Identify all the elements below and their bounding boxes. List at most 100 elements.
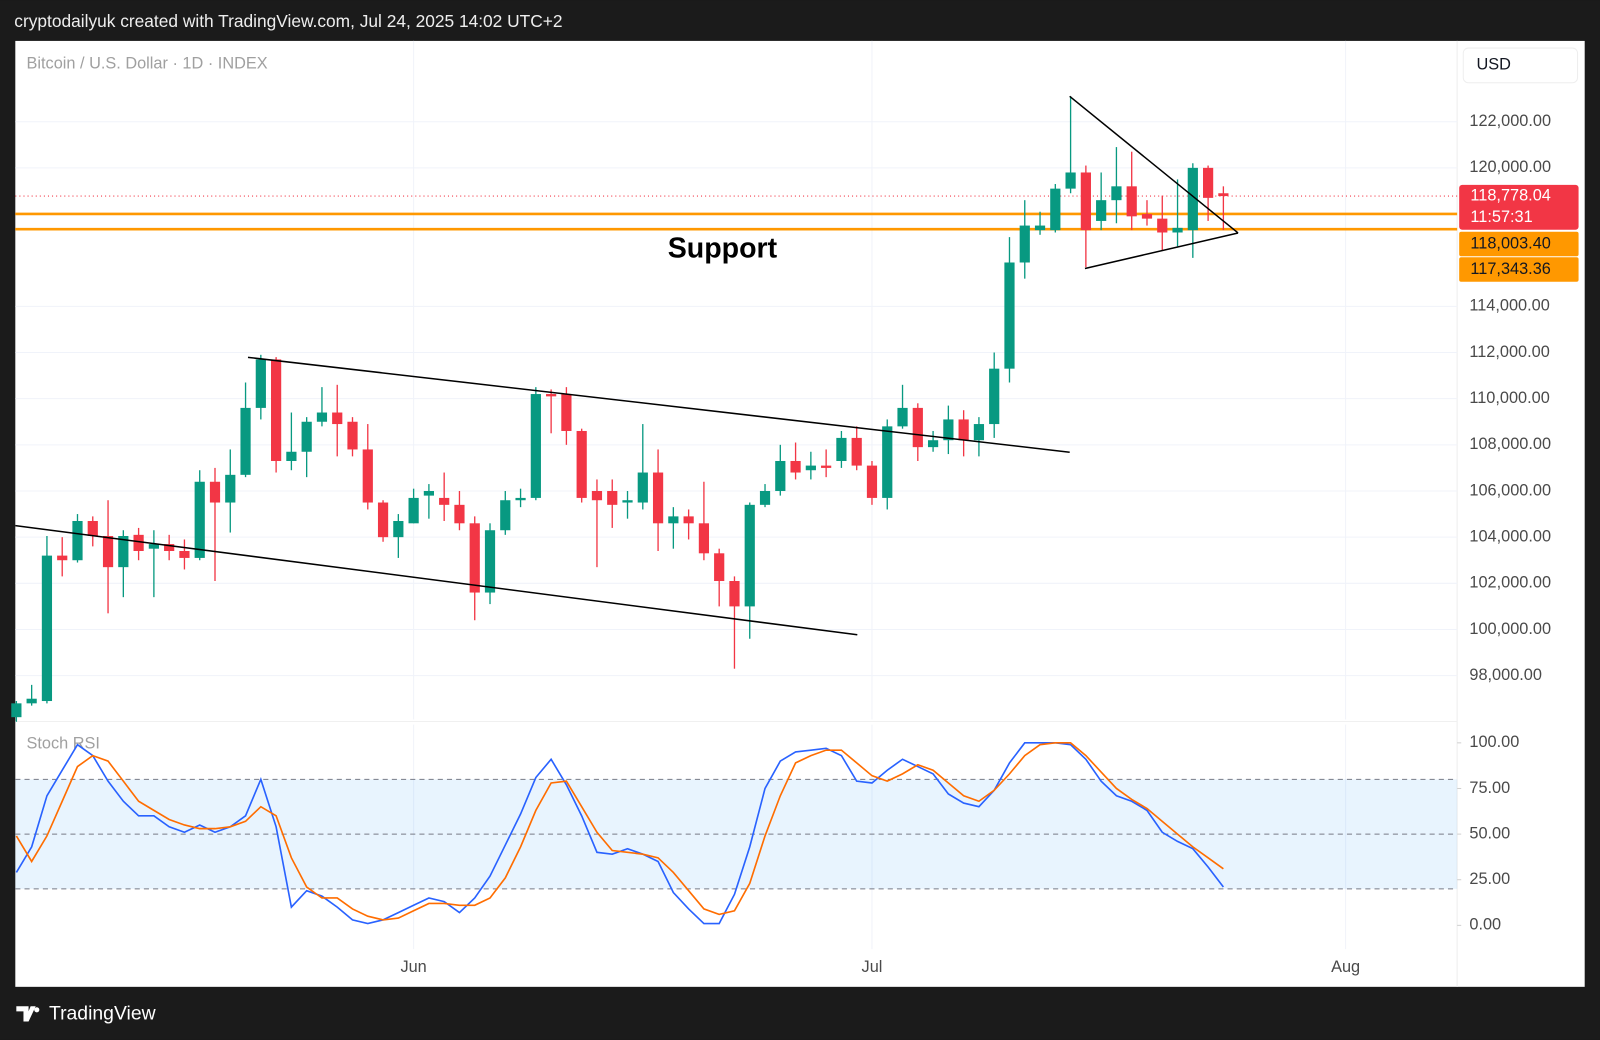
candle-body [866,465,878,498]
y-tick-label: 110,000.00 [1469,389,1549,407]
candle-body [1218,193,1229,197]
price-line-label: 117,343.36 [1470,260,1550,278]
candle-body [347,421,358,450]
currency-label: USD [1477,56,1511,74]
candle-body [1203,167,1214,198]
candle-body [1126,186,1137,217]
candle-body [515,497,526,501]
y-tick-label: 114,000.00 [1469,297,1549,315]
candle-body [698,523,710,554]
trend-line [15,524,858,636]
candle-body [1004,262,1015,369]
candle-body [41,555,53,702]
y-tick-label: 104,000.00 [1469,527,1551,545]
candle-body [194,481,205,558]
trend-line [1069,95,1239,234]
y-tick-label: 108,000.00 [1469,435,1551,453]
candle-body [668,516,679,524]
plot-layer: Jun Jul Aug 98,000.00 100,000.00 102,000.00 10… [11,40,1579,976]
candle-body [72,520,83,561]
y-tick-label: 0.00 [1469,916,1501,934]
y-tick-label: 112,000.00 [1469,343,1549,361]
candle-body [637,472,648,503]
indicator-title: Stoch RSI [27,734,100,752]
candle-body [439,497,450,505]
candle-body [240,407,251,475]
candle-body [759,490,771,505]
y-tick-label: 106,000.00 [1469,481,1551,499]
candle-body [546,394,557,397]
candle-body [851,437,862,466]
candle-body [271,359,282,461]
y-tick-label: 100.00 [1469,733,1519,751]
candle-body [1157,218,1168,233]
y-tick-label: 75.00 [1469,779,1510,797]
candle-body [454,504,465,524]
candle-body [805,465,816,471]
price-line-box [1459,257,1579,282]
candle-body [530,394,541,498]
trend-line [247,356,1070,453]
candle-body [1050,188,1061,231]
brand-name: TradingView [49,1003,157,1025]
candle-body [836,437,847,461]
candle-body [927,440,939,448]
attribution: cryptodailyuk created with TradingView.c… [14,11,562,31]
price-line-box [1459,231,1579,257]
x-tick-label: Jul [862,958,883,976]
x-tick-label: Jun [400,958,426,976]
candle-body [729,581,740,607]
candle-body [1019,225,1030,263]
x-tick-label: Aug [1331,958,1360,976]
y-tick-label: 120,000.00 [1469,158,1551,176]
candle-body [11,703,22,718]
candle-body [1111,186,1122,201]
y-tick-label: 122,000.00 [1469,112,1551,130]
candle-body [408,497,419,524]
price-line-label: 118,003.40 [1470,234,1550,252]
currency-button[interactable] [1462,47,1579,84]
candle-body [255,359,266,408]
candle-body [57,555,68,561]
last-price-label: 118,778.04 [1470,186,1550,204]
candle-body [973,424,985,441]
y-tick-label: 50.00 [1469,824,1510,842]
candle-body [607,490,618,505]
y-tick-label: 25.00 [1469,870,1510,888]
candle-body [225,474,236,503]
annotation: Support [668,233,778,265]
candle-body [301,421,312,452]
y-tick-label: 102,000.00 [1469,574,1551,592]
candle-body [561,394,572,431]
candle-body [164,544,175,552]
candle-body [576,430,587,498]
candle-body [332,412,343,425]
candle-body [943,419,954,441]
candle-body [209,481,221,503]
candle-body [469,523,480,593]
candle-body [423,490,434,496]
candle-body [897,407,908,427]
candle-body [989,368,1000,425]
y-tick-label: 100,000.00 [1469,620,1551,638]
candle-body [591,490,603,501]
candle-body [362,449,373,503]
last-price-box [1459,184,1579,230]
candle-body [652,472,664,524]
candle-body [622,500,633,503]
candle-body [118,535,129,568]
candle-body [1096,200,1107,221]
candle-body [714,553,725,582]
brand-logo: TradingView [16,1003,157,1025]
logo-mark [16,1006,40,1022]
candle-body [179,551,190,558]
candle-body [87,520,98,536]
stoch-line [15,742,1224,921]
candle-body [1172,227,1183,233]
candle-body [821,465,832,468]
candle-body [148,544,159,549]
candle-body [912,407,923,448]
candle-body [882,426,893,498]
candle-body [775,460,786,491]
